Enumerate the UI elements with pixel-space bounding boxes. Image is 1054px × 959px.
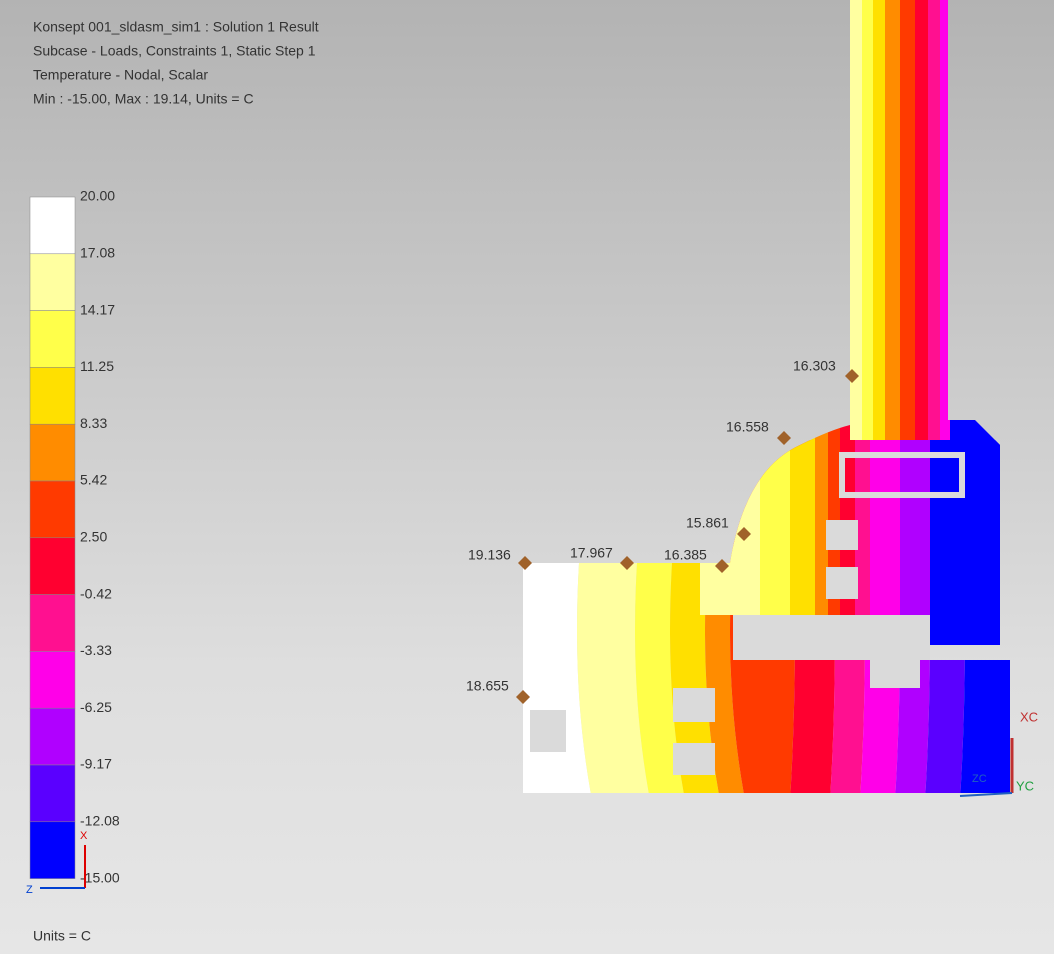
legend-label: -0.42 (80, 585, 112, 601)
probe-label: 16.385 (664, 547, 707, 563)
legend-label: 17.08 (80, 245, 115, 261)
legend-label: -12.08 (80, 813, 120, 829)
probe-marker (715, 559, 729, 573)
header-line: Konsept 001_sldasm_sim1 : Solution 1 Res… (33, 19, 319, 35)
wcs-xc: XC (1020, 709, 1038, 724)
units-label: Units = C (33, 928, 91, 944)
contour-band (790, 420, 815, 615)
probe-label: 16.303 (793, 358, 836, 374)
legend-swatch (29, 594, 76, 652)
contour-band (915, 0, 928, 440)
contour-band (815, 420, 828, 615)
header-line: Subcase - Loads, Constraints 1, Static S… (33, 43, 316, 59)
legend-label: -6.25 (80, 699, 112, 715)
legend-label: 2.50 (80, 529, 107, 545)
contour-band (885, 0, 900, 440)
triad-z-label: Z (26, 884, 33, 896)
contour-band (855, 420, 870, 615)
legend-swatch (29, 537, 76, 595)
contour-band (873, 0, 885, 440)
legend-swatch (29, 821, 76, 879)
probe-marker (516, 690, 530, 704)
wcs-z (959, 792, 1013, 797)
contour-band (850, 0, 862, 440)
wcs-yc: YC (1016, 778, 1034, 793)
probe-label: 15.861 (686, 515, 729, 531)
legend-label: 20.00 (80, 188, 115, 204)
header-line: Min : -15.00, Max : 19.14, Units = C (33, 91, 254, 107)
legend-label: -15.00 (80, 869, 120, 885)
legend-label: 14.17 (80, 301, 115, 317)
triad-x-label: X (80, 830, 88, 842)
probe-marker (620, 556, 634, 570)
legend-label: -3.33 (80, 642, 112, 658)
legend-label: 11.25 (80, 358, 114, 374)
probe-label: 19.136 (468, 547, 511, 563)
legend-swatch (29, 764, 76, 823)
legend-label: -9.17 (80, 756, 112, 772)
probe-marker (518, 556, 532, 570)
probe-label: 18.655 (466, 678, 509, 694)
contour-band (900, 0, 915, 440)
contour-band (900, 420, 930, 615)
probe-label: 16.558 (726, 419, 769, 435)
contour-band (870, 420, 900, 615)
legend-swatch (29, 707, 76, 766)
contour-band (828, 420, 840, 615)
probe-label: 17.967 (570, 545, 613, 561)
legend-swatch (29, 253, 76, 311)
wcs-zc: ZC (972, 773, 987, 785)
legend-label: 8.33 (80, 415, 107, 431)
header-line: Temperature - Nodal, Scalar (33, 67, 208, 83)
legend-swatch (29, 651, 76, 709)
contour-band (862, 0, 873, 440)
contour-band (928, 0, 940, 440)
legend-label: 5.42 (80, 472, 107, 488)
probe-marker (845, 369, 859, 383)
legend-swatch (29, 367, 76, 425)
contour-band (940, 0, 950, 440)
legend-swatch (29, 310, 76, 368)
holes (530, 452, 965, 775)
probe-marker (737, 527, 751, 541)
legend-swatch (29, 480, 76, 539)
legend-swatch (29, 423, 76, 482)
probe-marker (777, 431, 791, 445)
legend-swatch (29, 196, 76, 255)
